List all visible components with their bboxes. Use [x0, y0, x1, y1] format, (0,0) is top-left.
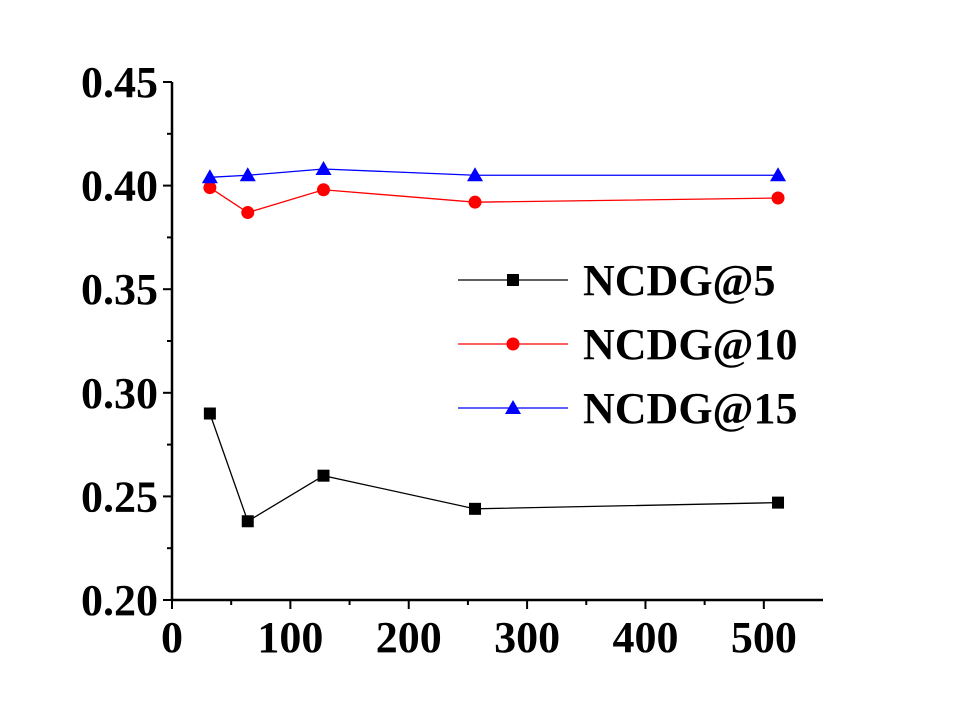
- data-point: [239, 167, 256, 182]
- data-point: [203, 181, 217, 195]
- y-tick-label: 0.45: [81, 58, 158, 107]
- data-point: [241, 206, 255, 220]
- series-line: [209, 168, 779, 178]
- legend-marker: [506, 337, 520, 351]
- x-tick-label: 400: [612, 613, 678, 662]
- axes: [163, 81, 823, 609]
- data-point: [317, 469, 330, 482]
- y-tick-labels: 0.20 0.25 0.30 0.35 0.40 0.45: [81, 58, 158, 625]
- data-point: [467, 167, 484, 182]
- x-tick-label: 100: [257, 613, 323, 662]
- legend: NCDG@5 NCDG@10 NCDG@15: [458, 256, 797, 433]
- legend-item: NCDG@10: [458, 320, 797, 369]
- series-2: [201, 161, 787, 184]
- legend-marker: [507, 274, 519, 286]
- y-tick-label: 0.25: [81, 472, 158, 521]
- x-tick-label: 300: [494, 613, 560, 662]
- legend-label: NCDG@15: [583, 384, 797, 433]
- data-point: [772, 496, 785, 509]
- y-tick-label: 0.30: [81, 369, 158, 418]
- legend-label: NCDG@5: [583, 256, 775, 305]
- data-point: [317, 183, 331, 197]
- legend-marker: [505, 400, 521, 414]
- legend-item: NCDG@15: [458, 384, 797, 433]
- y-tick-label: 0.40: [81, 162, 158, 211]
- y-tick-label: 0.20: [81, 576, 158, 625]
- y-tick-label: 0.35: [81, 265, 158, 314]
- data-point: [201, 169, 218, 184]
- series-layer: [201, 161, 787, 528]
- data-point: [468, 195, 482, 209]
- data-point: [241, 515, 254, 528]
- series-line: [209, 187, 779, 214]
- x-tick-label: 200: [376, 613, 442, 662]
- series-0: [203, 407, 785, 528]
- x-tick-label: 0: [161, 613, 183, 662]
- data-point: [771, 191, 785, 205]
- legend-label: NCDG@10: [583, 320, 797, 369]
- data-point: [770, 167, 787, 182]
- series-1: [203, 181, 785, 220]
- data-point: [203, 407, 216, 420]
- data-point: [469, 502, 482, 515]
- legend-item: NCDG@5: [458, 256, 775, 305]
- x-tick-label: 500: [731, 613, 797, 662]
- x-tick-labels: 0 100 200 300 400 500: [161, 613, 797, 662]
- data-point: [315, 161, 332, 176]
